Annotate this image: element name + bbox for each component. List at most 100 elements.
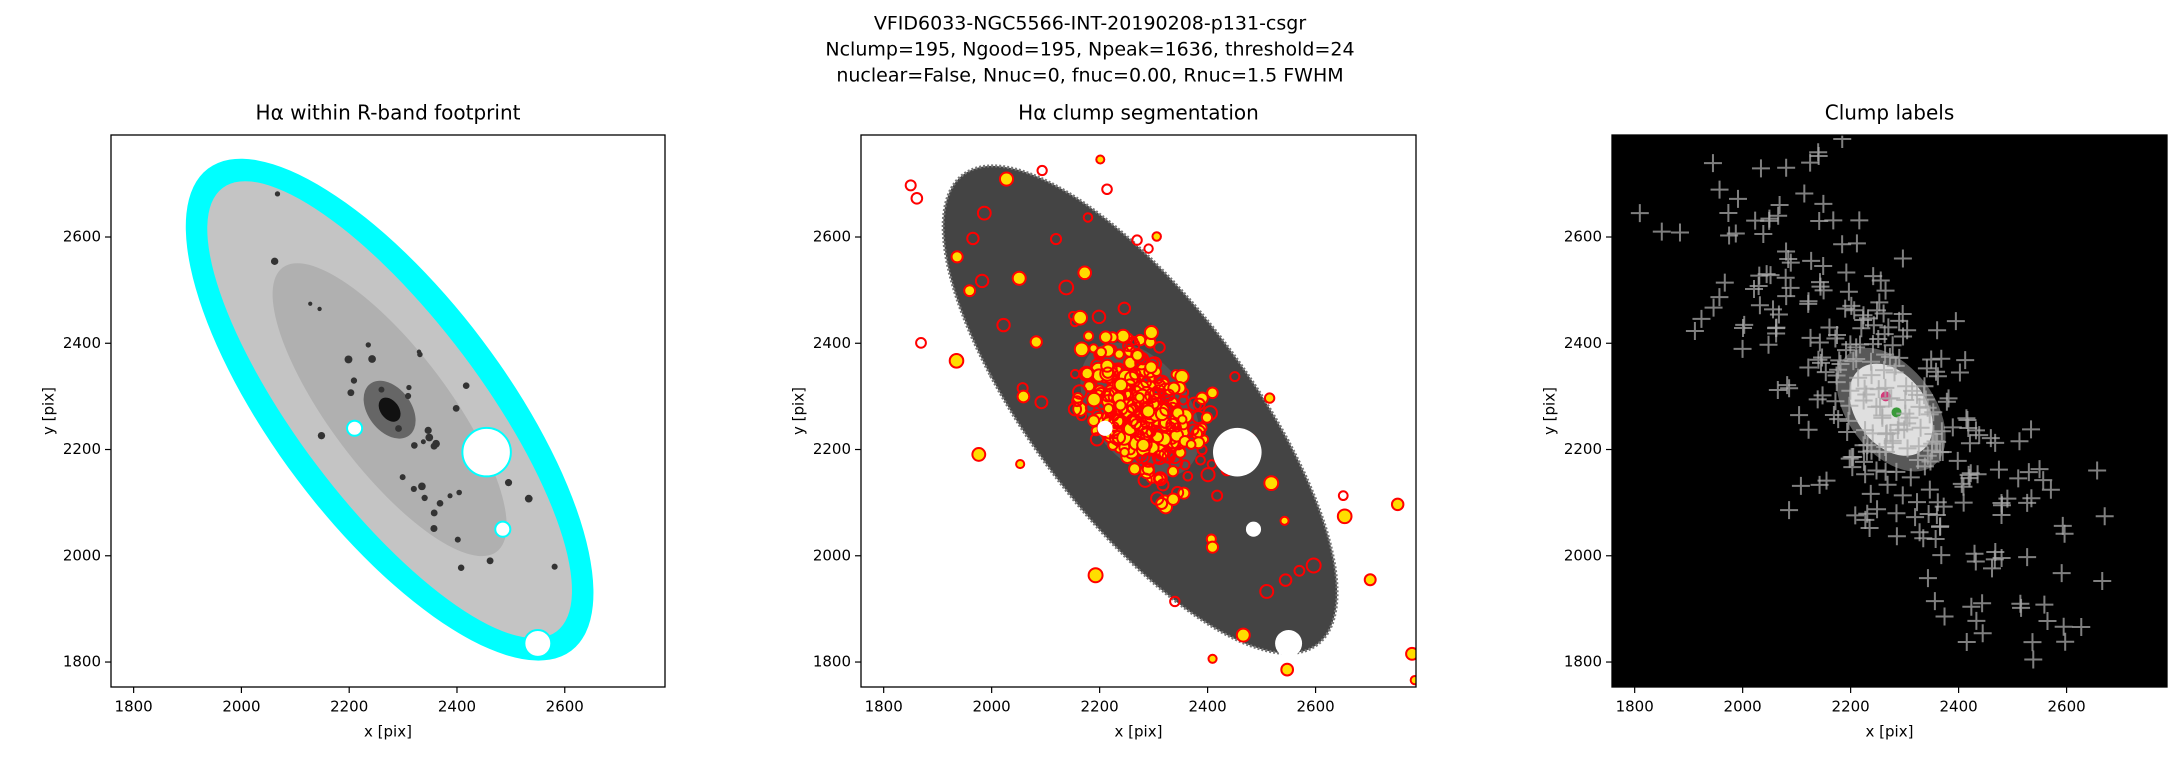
clump-marker — [1992, 493, 2011, 512]
clump-contour — [996, 317, 1011, 333]
clump-marker — [1710, 288, 1729, 307]
clump-marker — [1948, 451, 1967, 470]
clump-marker — [1954, 493, 1973, 512]
clump-marker — [1910, 397, 1929, 416]
clump-marker — [1856, 510, 1875, 529]
clump-marker — [1960, 434, 1979, 453]
y-tick-label: 2200 — [63, 440, 101, 458]
axes-frame — [860, 134, 1417, 688]
clump-contour — [1071, 395, 1083, 408]
y-tick-label: 2200 — [1564, 440, 1602, 458]
hii-region — [452, 404, 460, 412]
clump-marker — [1928, 432, 1947, 451]
masked-star — [1275, 629, 1303, 657]
clump-contour — [963, 284, 977, 298]
clump-contour — [1086, 391, 1102, 408]
clump-marker — [1950, 363, 1969, 382]
x-tick-label: 1800 — [865, 698, 903, 716]
hii-region — [524, 494, 533, 503]
hii-region — [368, 355, 376, 363]
x-tick-label: 2200 — [330, 698, 368, 716]
x-tick-label: 2400 — [1940, 698, 1978, 716]
clump-marker — [1839, 282, 1858, 301]
clump-contour — [1126, 415, 1139, 427]
clump-marker — [1768, 380, 1787, 399]
y-tick-label: 2400 — [63, 334, 101, 352]
y-tick-label: 1800 — [813, 653, 851, 671]
clump-contour — [1207, 653, 1218, 664]
clump-contour — [971, 447, 987, 462]
clump-contour — [1095, 346, 1107, 359]
hii-region — [365, 342, 371, 348]
clump-marker — [2056, 632, 2075, 651]
clump-contour — [1259, 584, 1275, 599]
clump-contour — [1109, 411, 1120, 422]
clump-marker — [1910, 523, 1929, 542]
clump-contour — [1171, 422, 1182, 433]
clump-marker — [1777, 158, 1796, 177]
clump-marker — [1849, 368, 1868, 387]
hii-region — [436, 499, 444, 507]
clump-contour — [1058, 279, 1075, 296]
hii-region — [420, 439, 426, 445]
masked-star — [346, 419, 364, 437]
clump-marker — [1847, 234, 1866, 253]
clump-marker — [1887, 504, 1906, 523]
y-tick-label: 2400 — [813, 334, 851, 352]
clump-marker — [1855, 379, 1874, 398]
clump-marker — [1890, 348, 1909, 367]
x-tick-label: 2000 — [973, 698, 1011, 716]
clump-marker — [1801, 328, 1820, 347]
clump-contour — [1165, 421, 1177, 433]
clump-marker — [1920, 480, 1939, 499]
clump-marker — [1837, 263, 1856, 282]
clump-contour — [1141, 404, 1156, 419]
clump-marker — [1874, 304, 1893, 323]
clump-contour — [966, 231, 980, 246]
clump-marker — [1968, 465, 1987, 484]
clump-marker — [2038, 612, 2057, 631]
clump-contour — [950, 250, 964, 264]
clump-marker — [1901, 468, 1920, 487]
clump-marker — [1992, 549, 2011, 568]
clump-contour — [1082, 212, 1094, 223]
clump-contour — [1179, 459, 1191, 471]
clump-marker — [1887, 462, 1906, 481]
clump-marker — [2052, 564, 2071, 583]
clump-marker — [1704, 298, 1723, 317]
clump-marker — [1839, 411, 1858, 430]
clump-marker — [1759, 335, 1778, 354]
clump-marker — [1780, 379, 1799, 398]
clump-marker — [1710, 180, 1729, 199]
clump-marker — [1799, 420, 1818, 439]
clump-marker — [2041, 480, 2060, 499]
x-tick-label: 1800 — [115, 698, 153, 716]
clump-contour — [1111, 430, 1127, 445]
clump-marker — [1943, 418, 1962, 437]
clump-marker — [2010, 432, 2029, 451]
x-tick-label: 2600 — [546, 698, 584, 716]
clump-contour — [1029, 335, 1043, 349]
axes-frame — [110, 134, 666, 688]
clump-contour — [1293, 564, 1306, 577]
clump-contour — [1182, 470, 1194, 482]
clump-marker — [2012, 598, 2031, 617]
x-axis-label: x [pix] — [1866, 723, 1914, 741]
clump-marker — [1827, 366, 1846, 385]
clump-contour — [1205, 540, 1220, 554]
clump-marker — [1922, 350, 1941, 369]
clump-marker — [1847, 338, 1866, 357]
clump-marker — [1920, 405, 1939, 424]
clump-marker — [1928, 367, 1947, 386]
clump-marker — [2095, 507, 2114, 526]
clump-marker — [1924, 424, 1943, 443]
axes-frame — [1611, 134, 2168, 688]
clump-contour — [1087, 414, 1101, 428]
clump-contour — [1161, 449, 1176, 464]
label-spot — [1891, 407, 1902, 418]
clump-marker — [2019, 463, 2038, 482]
clump-contour — [1263, 392, 1276, 404]
clump-contour — [1077, 265, 1093, 281]
clump-marker — [1757, 265, 1776, 284]
clump-marker — [2093, 572, 2112, 591]
